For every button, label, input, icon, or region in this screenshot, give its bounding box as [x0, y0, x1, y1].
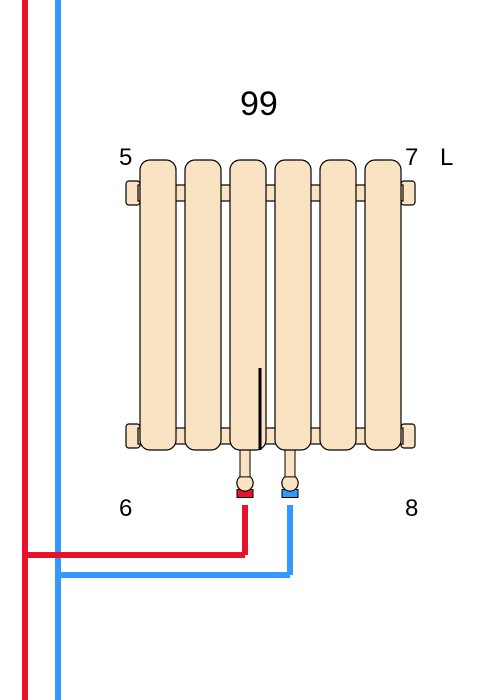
label-bottom-right: 8	[405, 495, 418, 523]
label-bottom-left: 6	[119, 495, 132, 523]
diagram-title: 99	[240, 85, 278, 124]
label-top-left: 5	[119, 144, 132, 172]
label-top-far-right: L	[440, 144, 453, 172]
label-top-right: 7	[405, 144, 418, 172]
